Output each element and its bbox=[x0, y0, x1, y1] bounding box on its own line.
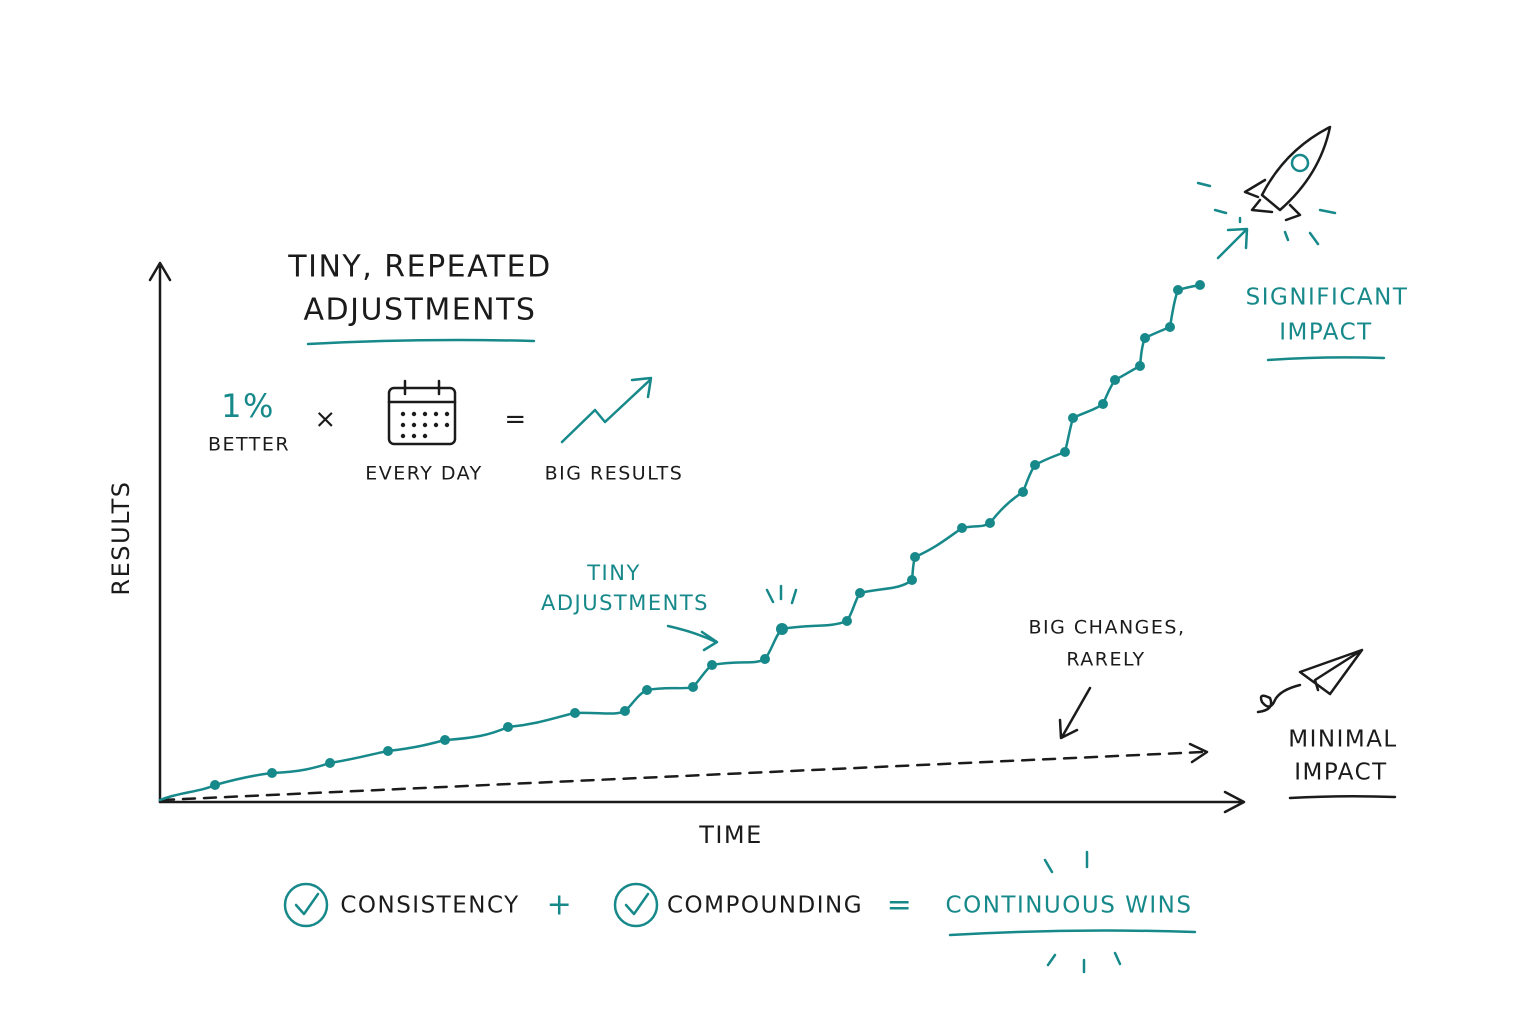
annotation: BIG CHANGES, bbox=[1029, 617, 1186, 639]
y-axis-label: RESULTS bbox=[107, 480, 135, 595]
title-line: TINY, REPEATED bbox=[287, 250, 551, 285]
footer-item: CONSISTENCY bbox=[340, 893, 519, 919]
curve-arrowhead bbox=[1216, 227, 1249, 260]
check-icon bbox=[283, 882, 329, 928]
title-line: ADJUSTMENTS bbox=[304, 293, 537, 328]
annotation-arrow bbox=[1058, 686, 1092, 740]
annotation-arrow bbox=[666, 624, 719, 652]
big-changes-line bbox=[160, 750, 1205, 802]
annotation: IMPACT bbox=[1279, 320, 1372, 346]
annotation: IMPACT bbox=[1294, 760, 1387, 786]
formula-equals: = bbox=[504, 405, 527, 435]
check-mark bbox=[624, 892, 650, 916]
footer-underline bbox=[948, 929, 1197, 937]
big-changes-arrowhead bbox=[1188, 742, 1209, 764]
annotation: TINY bbox=[586, 561, 641, 585]
formula-percent: 1% bbox=[221, 387, 275, 425]
annotation: MINIMAL bbox=[1288, 727, 1398, 753]
trend-icon bbox=[560, 376, 653, 444]
annotation: RARELY bbox=[1066, 649, 1145, 671]
formula-big-results: BIG RESULTS bbox=[545, 463, 684, 485]
paper-plane-icon bbox=[1256, 648, 1364, 714]
check-icon bbox=[613, 882, 659, 928]
annotation-underline bbox=[1288, 794, 1397, 800]
annotation: SIGNIFICANT bbox=[1246, 285, 1409, 311]
annotation: ADJUSTMENTS bbox=[541, 591, 709, 615]
spark bbox=[765, 584, 798, 605]
curve-dots bbox=[210, 280, 1205, 790]
footer-equals: = bbox=[887, 888, 914, 923]
rocket-icon bbox=[1196, 125, 1337, 246]
tiny-adjustments-curve bbox=[158, 283, 1202, 802]
calendar-icon bbox=[387, 379, 457, 446]
formula-better: BETTER bbox=[208, 434, 290, 456]
formula-times: × bbox=[314, 405, 337, 435]
x-axis bbox=[158, 790, 1246, 814]
footer-item: COMPOUNDING bbox=[667, 893, 863, 919]
formula-every-day: EVERY DAY bbox=[365, 463, 483, 485]
x-axis-label: TIME bbox=[698, 821, 763, 849]
footer-result: CONTINUOUS WINS bbox=[946, 893, 1193, 919]
footer-plus: + bbox=[547, 888, 574, 923]
title-underline bbox=[306, 338, 536, 346]
spark bbox=[1043, 850, 1122, 974]
check-mark bbox=[294, 892, 320, 916]
y-axis bbox=[148, 261, 172, 804]
annotation-underline bbox=[1266, 356, 1386, 362]
